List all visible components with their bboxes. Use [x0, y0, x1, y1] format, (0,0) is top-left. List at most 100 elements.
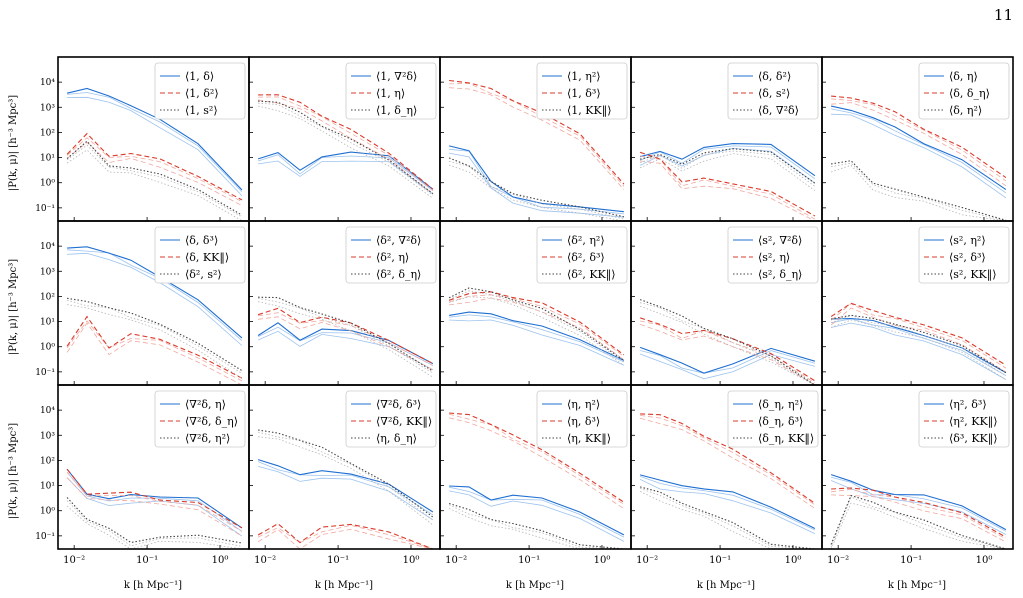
series-line — [639, 324, 816, 385]
y-tick-label: 10⁴ — [40, 242, 55, 252]
panel-4: ⟨δ, δ²⟩ ⟨δ, s²⟩ ⟨δ, ∇²δ⟩ — [630, 56, 823, 222]
series-line — [66, 132, 243, 201]
y-tick-label: 10² — [40, 292, 55, 302]
legend: ⟨δ, η⟩ ⟨δ, δ_η⟩ ⟨δ, η²⟩ — [918, 62, 1010, 120]
y-tick-label: 10⁴ — [40, 406, 55, 416]
series-line — [640, 413, 816, 504]
series-line — [639, 476, 816, 531]
series-line — [639, 346, 816, 374]
series-line — [258, 100, 434, 195]
legend-entry: ⟨δ_η, η²⟩ — [758, 398, 803, 411]
legend-entry: ⟨1, η⟩ — [376, 87, 405, 100]
series-line — [448, 502, 624, 549]
series-line — [449, 152, 624, 218]
series-line — [830, 474, 1007, 531]
series-line — [258, 96, 434, 192]
series-line — [831, 108, 1007, 194]
y-tick-label: 10¹ — [40, 482, 55, 492]
series-line — [258, 105, 434, 199]
x-axis-label: k [h Mpc⁻¹] — [315, 580, 373, 591]
legend-entry: ⟨1, δ_η⟩ — [376, 104, 417, 117]
legend: ⟨δ², η²⟩ ⟨δ², δ³⟩ ⟨δ², KK‖⟩ — [536, 226, 628, 284]
series-line — [448, 291, 625, 356]
panel-12: 10⁻² 10⁻¹ 10⁰ ⟨∇²δ, δ³⟩ ⟨∇²δ, KK‖⟩ ⟨η, δ_η⟩ — [248, 384, 441, 566]
series-line — [830, 315, 1007, 377]
series-line — [830, 164, 1006, 221]
series-line — [830, 319, 1007, 380]
y-tick-label: 10³ — [40, 103, 55, 113]
series-line — [66, 322, 243, 385]
legend-entry: ⟨δ, δ²⟩ — [758, 70, 791, 83]
legend-entry: ⟨s², η⟩ — [758, 251, 790, 264]
series-line — [640, 320, 816, 384]
series-line — [449, 87, 625, 190]
series-line — [830, 494, 1007, 549]
x-tick-label: 10⁻² — [63, 555, 85, 566]
series-line — [639, 147, 816, 184]
series-line — [640, 302, 816, 385]
x-axis-label: k [h Mpc⁻¹] — [697, 580, 755, 591]
series-line — [66, 497, 242, 544]
legend-entry: ⟨η, δ_η⟩ — [376, 432, 417, 445]
legend-entry: ⟨1, KK‖⟩ — [567, 104, 612, 118]
series-line — [448, 508, 624, 549]
x-tick-label: 10⁻² — [254, 555, 276, 566]
legend-entry: ⟨δ², η⟩ — [376, 251, 409, 264]
x-tick-label: 10⁻¹ — [518, 555, 540, 566]
y-axis-label: |P(k, μ)| [h⁻³ Mpc³] — [8, 259, 19, 355]
series-line — [258, 99, 434, 195]
x-tick-label: 10⁰ — [212, 555, 229, 566]
series-line — [639, 148, 816, 184]
legend-entry: ⟨1, s²⟩ — [185, 104, 218, 117]
panel-frame — [821, 384, 1014, 550]
series-line — [67, 96, 243, 196]
series-line — [257, 459, 434, 513]
series-line — [66, 468, 243, 529]
series-line — [830, 480, 1007, 535]
legend-entry: ⟨1, δ³⟩ — [567, 87, 601, 100]
series-line — [639, 353, 816, 380]
series-line — [66, 477, 243, 537]
series-line — [257, 528, 433, 549]
series-line — [639, 486, 815, 549]
series-line — [640, 155, 816, 220]
series-line — [67, 92, 243, 192]
legend: ⟨η, η²⟩ ⟨η, δ³⟩ ⟨η, KK‖⟩ — [536, 390, 628, 448]
legend: ⟨1, η²⟩ ⟨1, δ³⟩ ⟨1, KK‖⟩ — [536, 62, 628, 120]
x-axis-label: k [h Mpc⁻¹] — [888, 580, 946, 591]
y-tick-label: 10³ — [40, 431, 55, 441]
panel-10: ⟨s², η²⟩ ⟨s², δ³⟩ ⟨s², KK‖⟩ — [821, 220, 1014, 386]
series-line — [257, 307, 434, 365]
x-tick-label: 10⁻¹ — [709, 555, 731, 566]
y-tick-label: 10³ — [40, 267, 55, 277]
series-line — [639, 153, 816, 191]
y-axis-label: |P(k, μ)| [h⁻³ Mpc³] — [8, 95, 19, 191]
legend-entry: ⟨∇²δ, KK‖⟩ — [376, 415, 432, 429]
series-line — [639, 143, 816, 177]
legend-entry: ⟨∇²δ, δ_η⟩ — [185, 415, 238, 428]
legend: ⟨1, δ⟩ ⟨1, δ²⟩ ⟨1, s²⟩ — [154, 62, 246, 120]
legend-entry: ⟨δ², η²⟩ — [567, 234, 605, 247]
x-tick-label: 10⁻¹ — [136, 555, 158, 566]
legend-entry: ⟨η², KK‖⟩ — [949, 415, 998, 429]
panel-14: 10⁻² 10⁻¹ 10⁰ ⟨δ_η, η²⟩ ⟨δ_η, δ³⟩ ⟨δ_η, KK‖⟩ — [630, 384, 823, 566]
series-line — [448, 157, 625, 218]
series-line — [831, 487, 1007, 538]
y-tick-label: 10⁰ — [40, 507, 55, 517]
series-line — [639, 478, 816, 534]
panel-9: ⟨s², ∇²δ⟩ ⟨s², η⟩ ⟨s², δ_η⟩ — [630, 220, 823, 386]
legend: ⟨1, ∇²δ⟩ ⟨1, η⟩ ⟨1, δ_η⟩ — [345, 62, 437, 120]
legend-entry: ⟨δ², s²⟩ — [185, 268, 222, 281]
y-tick-label: 10¹ — [40, 318, 55, 328]
legend: ⟨δ², ∇²δ⟩ ⟨δ², η⟩ ⟨δ², δ_η⟩ — [345, 226, 437, 284]
panel-1: 10⁻¹ 10⁰ 10¹ 10² 10³ 10⁴ ⟨1, δ⟩ ⟨1, δ²⟩ ⟨1, s²⟩ — [35, 56, 250, 222]
series-line — [448, 290, 625, 363]
series-line — [258, 301, 434, 378]
panel-5: ⟨δ, η⟩ ⟨δ, δ_η⟩ ⟨δ, η²⟩ — [821, 56, 1014, 222]
legend-entry: ⟨δ², ∇²δ⟩ — [376, 234, 421, 247]
series-line — [449, 319, 625, 366]
y-tick-label: 10² — [40, 128, 55, 138]
series-line — [449, 311, 625, 361]
series-line — [830, 307, 1007, 373]
